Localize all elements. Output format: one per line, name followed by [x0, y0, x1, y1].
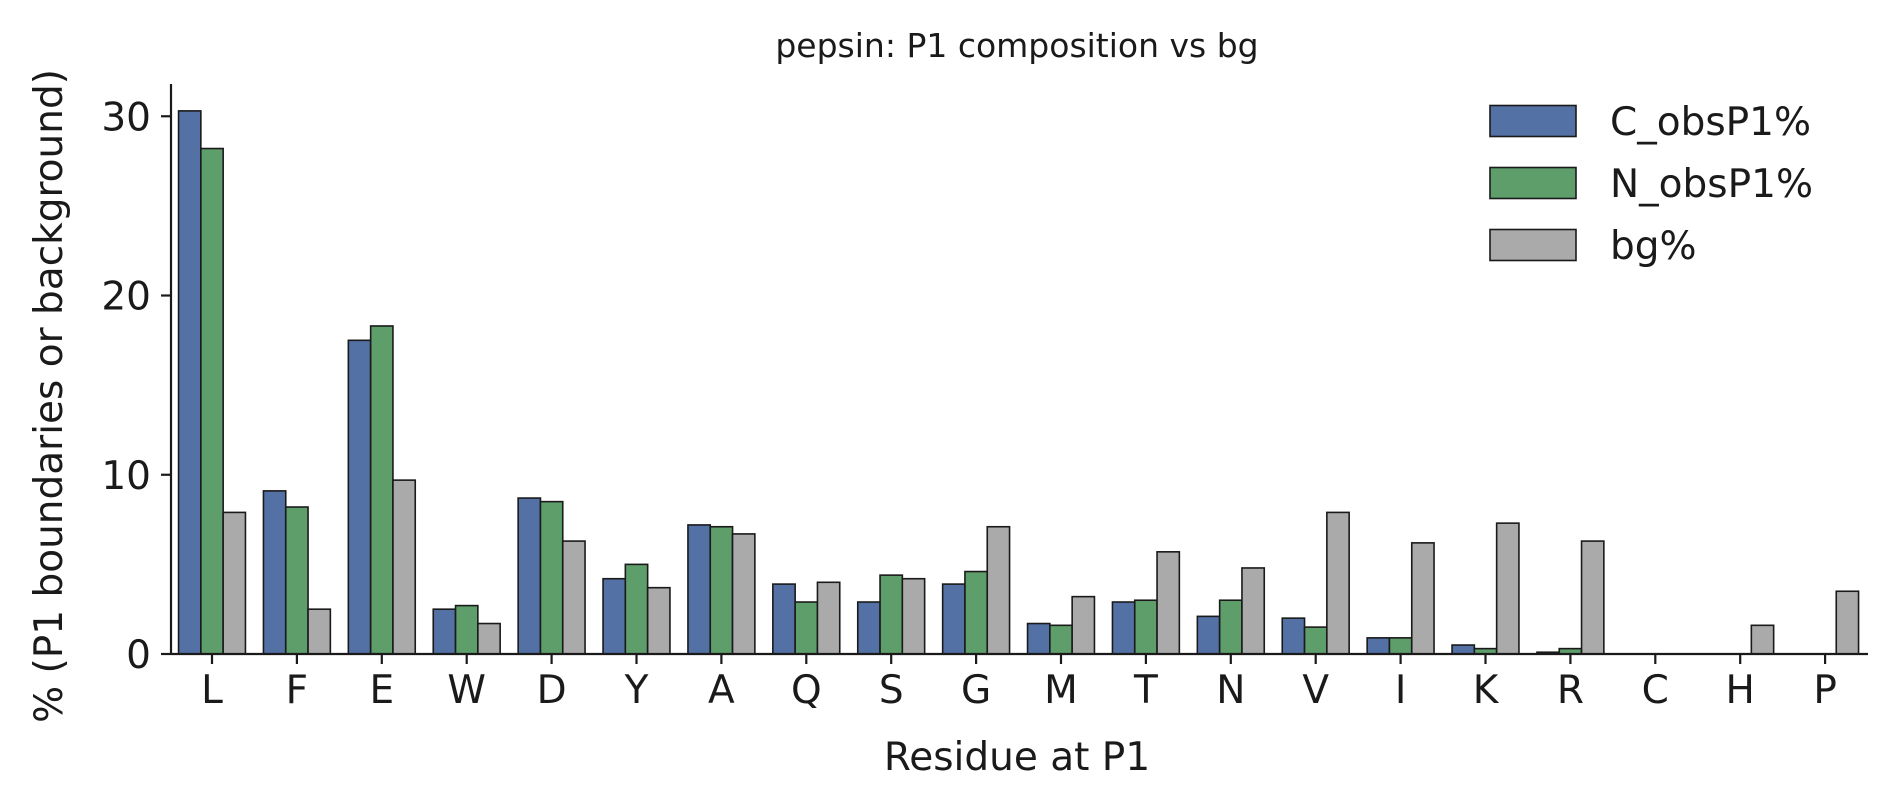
x-tick-label: L: [201, 668, 223, 713]
bar-F-C_obsP1%: [262, 490, 287, 655]
bar-F-bg%: [307, 608, 332, 655]
x-tick-label: H: [1726, 668, 1755, 713]
x-axis-label: Residue at P1: [884, 735, 1150, 780]
bar-E-N_obsP1%: [369, 325, 394, 655]
bar-E-C_obsP1%: [347, 339, 372, 655]
bar-V-N_obsP1%: [1303, 626, 1328, 655]
bar-Y-N_obsP1%: [624, 563, 649, 655]
bar-N-bg%: [1241, 567, 1266, 655]
bar-M-C_obsP1%: [1026, 622, 1051, 655]
x-tick-label: I: [1395, 668, 1407, 713]
bar-W-bg%: [477, 622, 501, 655]
legend-label: N_obsP1%: [1610, 162, 1813, 207]
legend-label: bg%: [1610, 224, 1697, 269]
bars-group: [177, 110, 1860, 655]
bar-R-bg%: [1580, 540, 1605, 655]
bar-G-bg%: [986, 525, 1011, 655]
x-tick-label: K: [1473, 668, 1500, 713]
bar-A-C_obsP1%: [687, 524, 712, 655]
x-tick-label: V: [1302, 668, 1329, 713]
y-axis-ticks: 0 10 20 30: [101, 95, 171, 678]
bar-P-bg%: [1835, 590, 1860, 655]
bar-L-N_obsP1%: [200, 147, 224, 655]
x-tick-label: P: [1813, 668, 1837, 713]
x-tick-label: N: [1216, 668, 1245, 713]
x-tick-label: A: [708, 668, 735, 713]
legend-label: C_obsP1%: [1610, 100, 1811, 145]
x-tick-label: R: [1557, 668, 1584, 713]
bar-A-N_obsP1%: [709, 525, 734, 655]
bar-I-bg%: [1410, 542, 1435, 655]
bar-G-C_obsP1%: [941, 583, 966, 655]
bar-Q-C_obsP1%: [772, 583, 796, 655]
bar-F-N_obsP1%: [284, 506, 309, 655]
bar-K-C_obsP1%: [1451, 644, 1476, 655]
legend-swatch-bg%: [1489, 228, 1577, 262]
bar-H-bg%: [1750, 624, 1775, 655]
bar-W-N_obsP1%: [454, 604, 479, 655]
bar-D-C_obsP1%: [517, 497, 542, 655]
bar-A-bg%: [731, 533, 756, 655]
legend-swatch-N_obsP1%: [1489, 166, 1577, 200]
bar-E-bg%: [392, 479, 417, 655]
bar-Q-N_obsP1%: [794, 601, 819, 655]
bar-V-C_obsP1%: [1281, 617, 1306, 655]
bar-N-C_obsP1%: [1196, 615, 1221, 655]
bar-T-N_obsP1%: [1133, 599, 1158, 655]
y-axis-label: % (P1 boundaries or background): [27, 69, 72, 723]
bar-L-bg%: [222, 511, 247, 655]
bar-L-C_obsP1%: [177, 110, 202, 655]
bar-Q-bg%: [816, 581, 841, 655]
bar-I-C_obsP1%: [1366, 637, 1391, 655]
bar-M-N_obsP1%: [1049, 624, 1073, 655]
x-tick-label: S: [879, 668, 904, 713]
bar-S-C_obsP1%: [856, 601, 881, 655]
bar-Y-C_obsP1%: [602, 577, 627, 655]
bar-W-C_obsP1%: [432, 608, 457, 655]
y-tick-label: 10: [101, 454, 151, 499]
y-tick-label: 20: [101, 275, 151, 320]
x-tick-label: G: [961, 668, 991, 713]
y-tick-label: 30: [101, 95, 151, 140]
x-tick-label: F: [286, 668, 308, 713]
bar-N-N_obsP1%: [1218, 599, 1243, 655]
bar-D-N_obsP1%: [539, 500, 564, 655]
bar-G-N_obsP1%: [964, 570, 989, 655]
bar-D-bg%: [561, 540, 586, 655]
bar-I-N_obsP1%: [1388, 637, 1413, 655]
bar-V-bg%: [1326, 511, 1350, 655]
x-tick-label: Y: [624, 668, 649, 713]
bar-S-bg%: [901, 577, 926, 655]
x-tick-label: Q: [791, 668, 822, 713]
legend-swatch-C_obsP1%: [1489, 104, 1577, 138]
bar-K-bg%: [1495, 522, 1520, 655]
bar-S-N_obsP1%: [879, 574, 904, 655]
x-tick-label: D: [537, 668, 567, 713]
chart-title: pepsin: P1 composition vs bg: [775, 26, 1258, 65]
x-tick-label: C: [1642, 668, 1669, 713]
x-tick-label: M: [1044, 668, 1078, 713]
x-tick-label: T: [1133, 668, 1158, 713]
x-tick-label: W: [447, 668, 486, 713]
y-tick-label: 0: [126, 633, 151, 678]
bar-Y-bg%: [646, 586, 671, 655]
legend: C_obsP1% N_obsP1% bg%: [1489, 100, 1813, 269]
bar-T-C_obsP1%: [1111, 601, 1136, 655]
bar-M-bg%: [1071, 595, 1096, 655]
x-tick-label: E: [369, 668, 394, 713]
bar-T-bg%: [1156, 551, 1181, 655]
